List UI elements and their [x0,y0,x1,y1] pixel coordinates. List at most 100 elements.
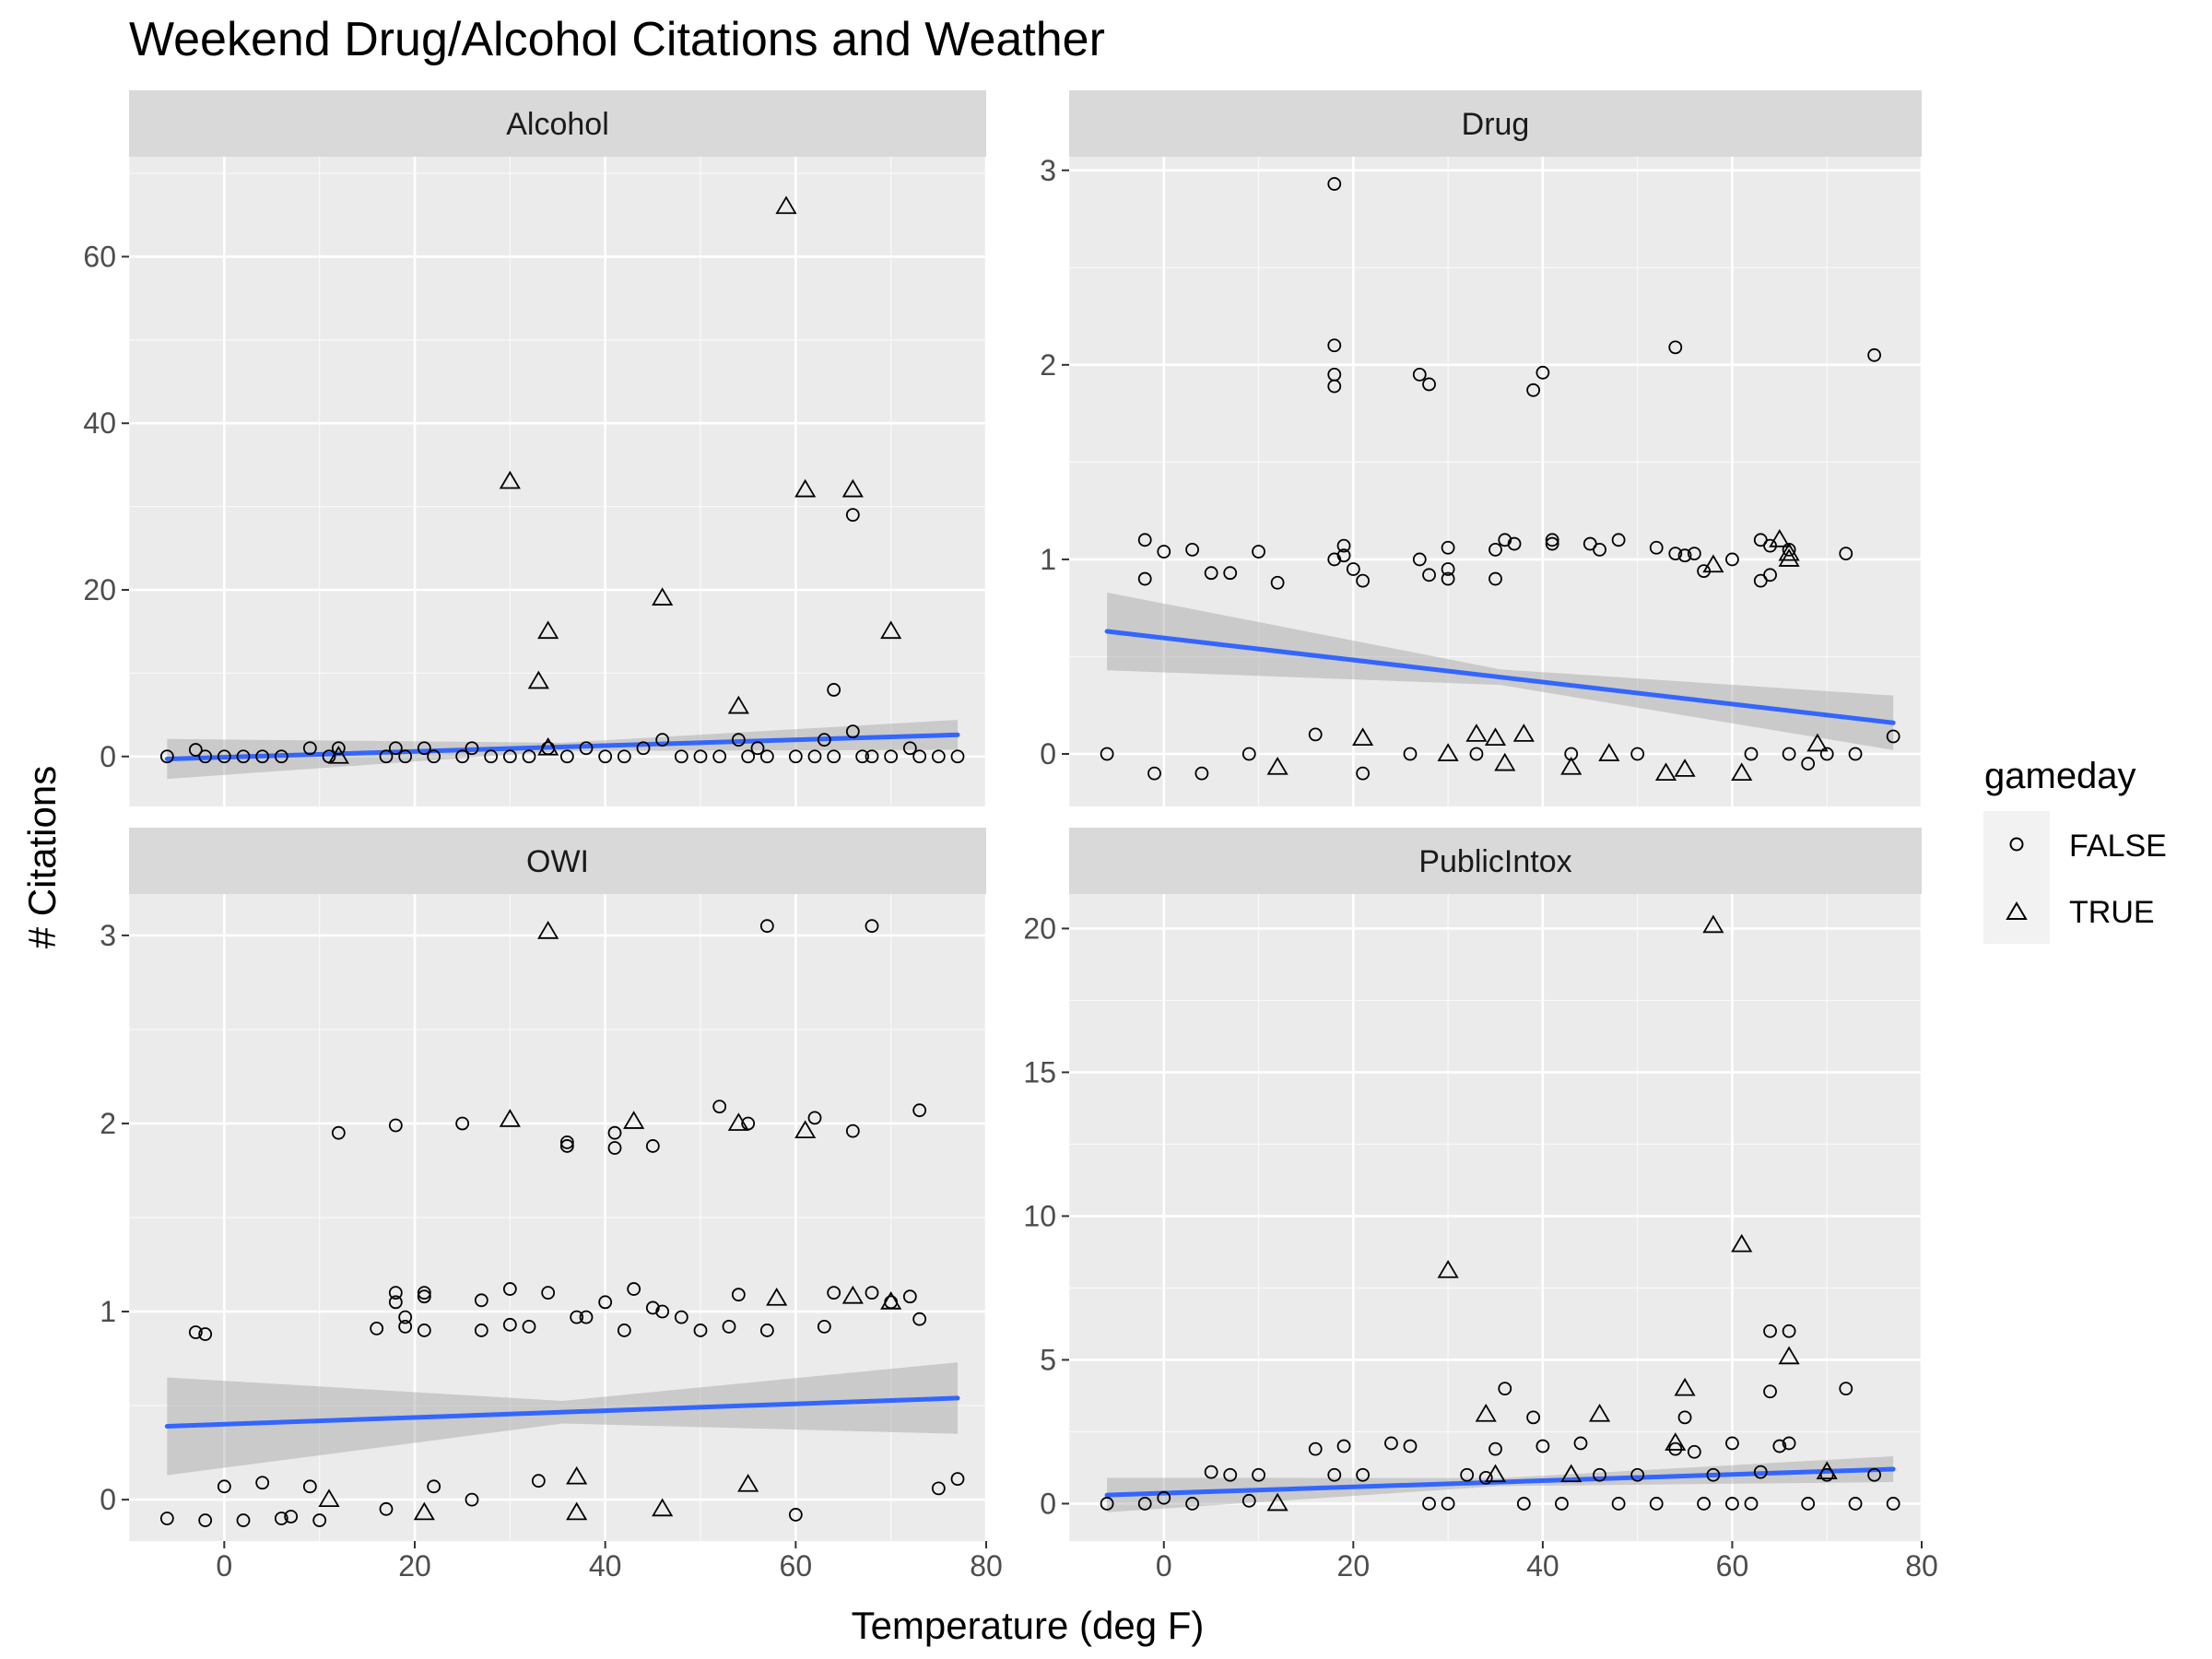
point-false [1782,1436,1796,1451]
point-false [1336,548,1351,563]
point-false [912,749,927,764]
point-false [788,1508,803,1522]
point-false [1412,552,1427,567]
x-tick-label: 80 [970,1549,1003,1583]
point-false [1801,1497,1816,1511]
point-false [1469,747,1484,761]
x-tick-label: 20 [1337,1549,1371,1583]
point-false [1763,1324,1777,1338]
point-false [1801,757,1816,771]
point-false [827,683,841,697]
point-false [617,749,631,764]
point-true [1674,1377,1696,1396]
point-false [1782,1324,1796,1338]
legend-title: gameday [1984,756,2136,796]
point-false [674,1310,688,1324]
point-false [1403,1439,1418,1453]
point-false [198,1513,213,1527]
point-false [1336,538,1351,553]
point-false [465,741,479,756]
confidence-band [1107,592,1894,750]
facet-panel-drug: Drug 0 1 2 3 [1040,90,1924,806]
point-false [1819,1467,1834,1482]
point-false [1137,571,1152,586]
point-false [198,1327,213,1341]
point-false [236,1513,251,1527]
point-false [1157,545,1171,559]
point-false [1763,568,1777,582]
point-false [788,749,803,764]
point-true [652,1498,674,1517]
point-false [950,1472,965,1487]
y-tick-label: 3 [1040,154,1056,187]
point-false [1697,1497,1712,1511]
point-true [527,670,549,689]
y-tick-label: 10 [1023,1199,1056,1232]
point-false [1308,727,1323,742]
point-true [537,921,559,939]
point-false [731,1288,746,1302]
point-false [1356,766,1371,781]
point-false [1185,1497,1200,1511]
point-true [1778,542,1800,561]
y-tick-label: 20 [83,573,116,606]
point-false [331,1125,346,1140]
point-false [417,1286,431,1300]
point-false [617,1324,631,1337]
trend-line [1104,629,1896,725]
point-false [817,733,831,747]
y-tick-label: 5 [1040,1343,1056,1376]
point-false [274,1512,288,1525]
point-false [1611,1497,1626,1511]
point-false [1241,1493,1256,1508]
point-false [674,749,688,764]
point-false [845,508,860,523]
point-false [1725,1497,1739,1511]
point-true [1674,759,1696,777]
x-tick-label: 0 [216,1549,232,1583]
point-false [731,733,746,747]
point-false [807,1111,822,1125]
point-true [1437,743,1459,761]
point-true [499,470,521,489]
point-false [1839,547,1853,560]
point-false [827,1286,841,1300]
point-false [388,741,403,756]
point-false [1545,533,1559,547]
point-false [607,1141,622,1155]
y-tick-label: 0 [100,1483,116,1516]
point-false [912,1312,927,1326]
point-false [1308,1441,1323,1456]
point-false [1356,573,1371,588]
point-false [1848,747,1863,761]
point-false [807,749,822,764]
point-false [1336,1439,1351,1453]
point-true [727,1112,749,1131]
point-false [559,1139,574,1153]
y-tick-label: 40 [83,406,116,440]
point-false [370,1322,384,1335]
point-false [1327,338,1342,353]
point-false [1867,347,1882,362]
point-false [570,1310,584,1324]
point-false [379,749,394,764]
trend-line [164,1395,960,1430]
point-true [1806,733,1829,752]
point-false [388,1118,403,1133]
point-false [417,741,431,756]
point-true [1702,554,1724,573]
point-false [417,1324,431,1337]
facet-strip [129,90,986,157]
point-false [579,1310,594,1324]
facet-strip-label: Alcohol [506,107,609,142]
legend-circle-icon [2009,837,2024,852]
point-false [1478,1470,1493,1485]
point-false [759,749,774,764]
point-false [1327,379,1342,394]
point-false [741,749,756,764]
point-false [455,1116,470,1131]
point-false [427,1479,441,1494]
y-tick-label: 0 [1040,737,1056,771]
point-false [1593,542,1606,557]
point-false [1498,1382,1512,1396]
